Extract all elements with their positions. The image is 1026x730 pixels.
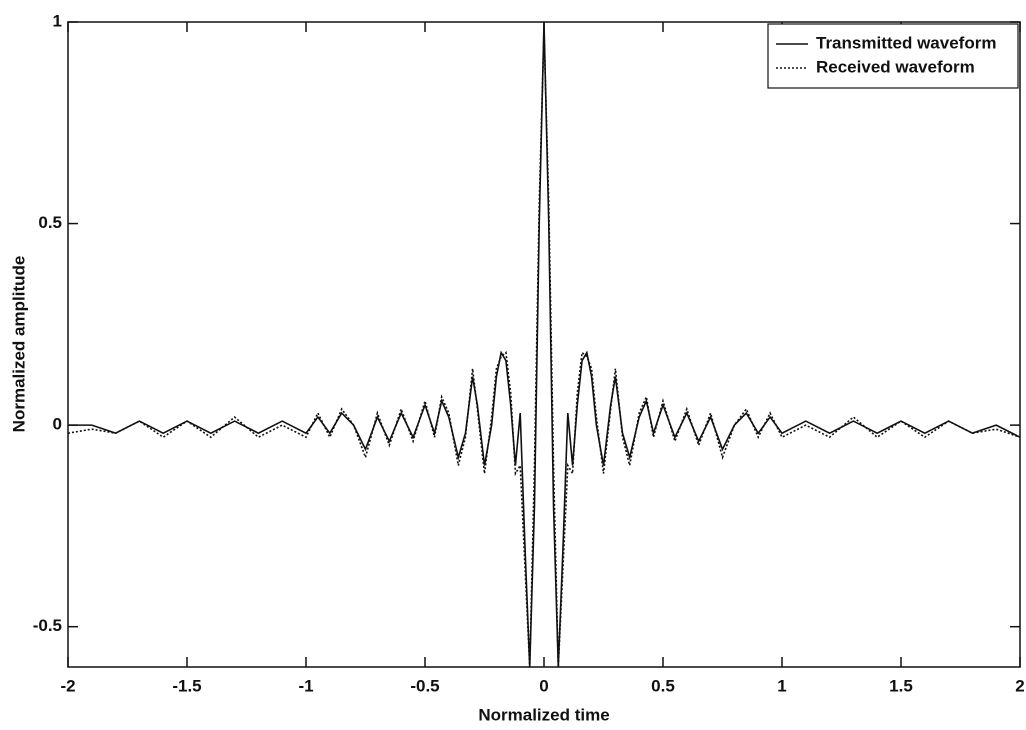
x-tick-label: 2 [1015,676,1024,695]
plot-frame [67,21,1021,668]
y-tick-label: 0.5 [38,213,62,232]
series-line [68,22,1020,667]
y-tick-label: 0 [53,415,62,434]
x-axis-label: Normalized time [478,705,609,724]
x-tick-label: -0.5 [410,676,439,695]
x-tick-label: 1.5 [889,676,913,695]
y-axis-label: Normalized amplitude [9,256,28,433]
legend-label: Received waveform [816,57,975,76]
x-tick-label: -1 [298,676,313,695]
x-tick-label: 0.5 [651,676,675,695]
legend-box [767,23,1019,89]
x-tick-label: 0 [539,676,548,695]
x-tick-label: 1 [777,676,786,695]
legend-label: Transmitted waveform [816,33,996,52]
x-tick-label: -1.5 [172,676,201,695]
y-tick-label: 1 [53,11,62,30]
x-tick-label: -2 [60,676,75,695]
y-tick-label: -0.5 [33,616,62,635]
series-line [68,30,1020,667]
